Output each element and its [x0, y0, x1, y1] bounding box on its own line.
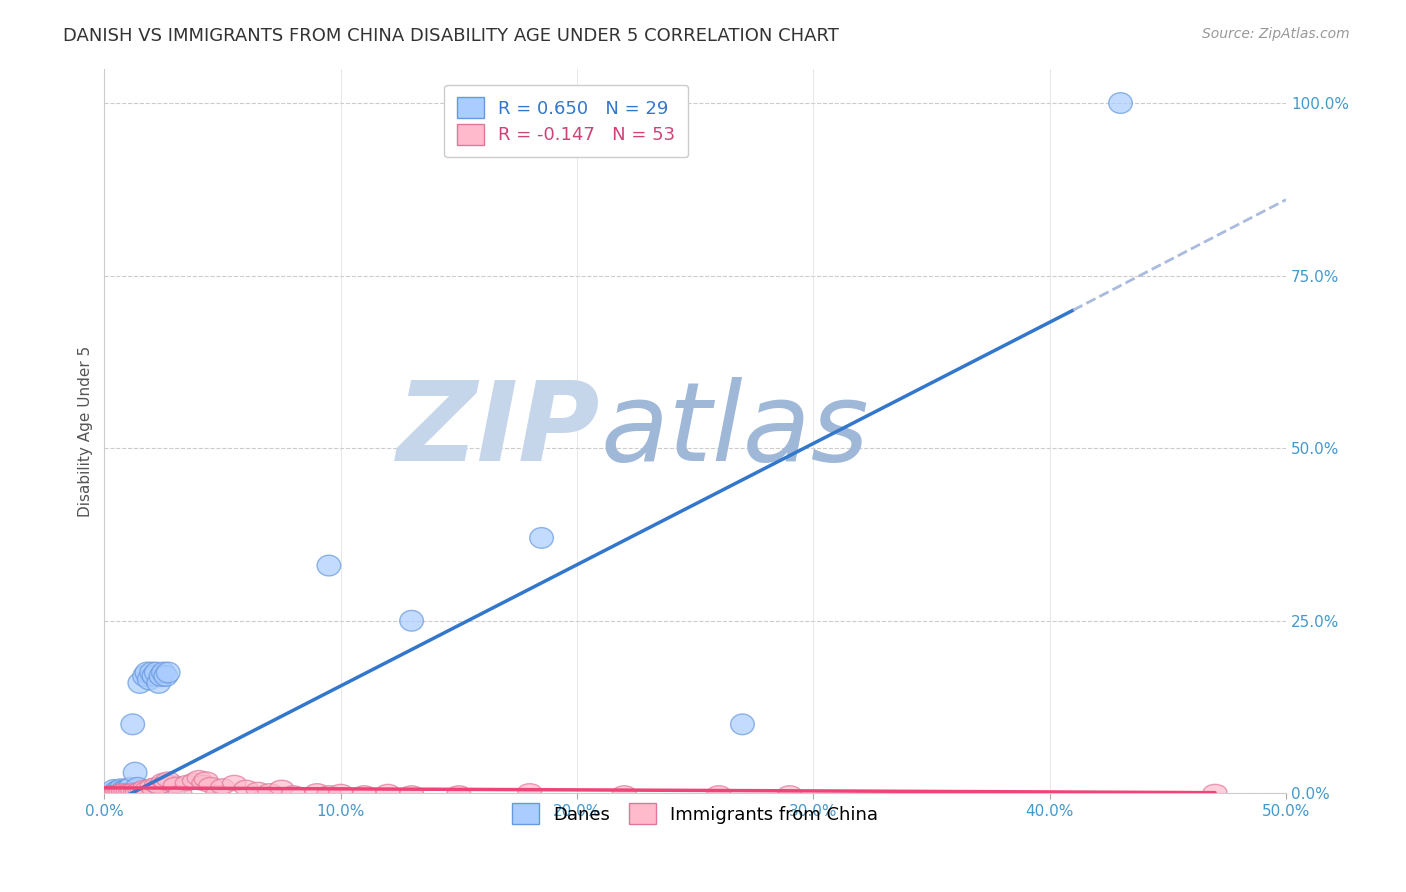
Ellipse shape [118, 778, 142, 798]
Ellipse shape [97, 786, 121, 801]
Ellipse shape [104, 780, 128, 802]
Ellipse shape [156, 662, 180, 683]
Ellipse shape [111, 780, 135, 801]
Ellipse shape [152, 662, 176, 683]
Ellipse shape [118, 785, 142, 800]
Ellipse shape [163, 776, 187, 797]
Ellipse shape [124, 786, 146, 801]
Ellipse shape [121, 784, 145, 799]
Ellipse shape [187, 771, 211, 786]
Ellipse shape [142, 782, 166, 797]
Ellipse shape [103, 780, 125, 800]
Text: DANISH VS IMMIGRANTS FROM CHINA DISABILITY AGE UNDER 5 CORRELATION CHART: DANISH VS IMMIGRANTS FROM CHINA DISABILI… [63, 27, 839, 45]
Ellipse shape [329, 784, 353, 799]
Ellipse shape [107, 780, 131, 801]
Ellipse shape [778, 786, 801, 801]
Ellipse shape [176, 775, 198, 790]
Ellipse shape [270, 780, 294, 796]
Ellipse shape [377, 784, 399, 799]
Ellipse shape [399, 786, 423, 801]
Ellipse shape [146, 673, 170, 693]
Text: Source: ZipAtlas.com: Source: ZipAtlas.com [1202, 27, 1350, 41]
Ellipse shape [246, 782, 270, 797]
Ellipse shape [103, 786, 125, 801]
Ellipse shape [132, 665, 156, 686]
Ellipse shape [235, 780, 257, 796]
Ellipse shape [117, 779, 139, 799]
Ellipse shape [169, 786, 191, 801]
Ellipse shape [222, 775, 246, 790]
Ellipse shape [145, 778, 169, 793]
Ellipse shape [125, 784, 149, 799]
Text: ZIP: ZIP [396, 377, 600, 484]
Ellipse shape [1204, 784, 1227, 799]
Ellipse shape [107, 786, 131, 801]
Ellipse shape [145, 662, 169, 683]
Ellipse shape [613, 786, 636, 801]
Ellipse shape [139, 779, 163, 794]
Ellipse shape [155, 665, 177, 686]
Ellipse shape [191, 775, 215, 790]
Ellipse shape [517, 784, 541, 799]
Ellipse shape [104, 786, 128, 801]
Ellipse shape [114, 784, 138, 799]
Ellipse shape [447, 786, 471, 801]
Ellipse shape [530, 527, 554, 549]
Ellipse shape [211, 779, 235, 794]
Ellipse shape [142, 665, 166, 686]
Ellipse shape [707, 786, 731, 801]
Ellipse shape [318, 555, 340, 576]
Ellipse shape [1109, 93, 1132, 113]
Ellipse shape [353, 786, 377, 801]
Ellipse shape [139, 662, 163, 683]
Ellipse shape [731, 714, 754, 735]
Ellipse shape [128, 782, 152, 797]
Ellipse shape [198, 778, 222, 793]
Ellipse shape [100, 786, 124, 801]
Text: atlas: atlas [600, 377, 869, 484]
Ellipse shape [156, 772, 180, 787]
Ellipse shape [135, 662, 159, 683]
Ellipse shape [124, 763, 146, 783]
Ellipse shape [132, 780, 156, 796]
Ellipse shape [146, 779, 170, 794]
Ellipse shape [152, 773, 176, 789]
Legend: Danes, Immigrants from China: Danes, Immigrants from China [502, 792, 889, 835]
Ellipse shape [121, 714, 145, 735]
Y-axis label: Disability Age Under 5: Disability Age Under 5 [79, 345, 93, 516]
Ellipse shape [281, 786, 305, 801]
Ellipse shape [110, 784, 132, 799]
Ellipse shape [104, 785, 128, 800]
Ellipse shape [207, 786, 229, 801]
Ellipse shape [183, 773, 207, 789]
Ellipse shape [135, 781, 159, 797]
Ellipse shape [399, 610, 423, 632]
Ellipse shape [131, 783, 155, 798]
Ellipse shape [155, 775, 177, 790]
Ellipse shape [110, 779, 132, 799]
Ellipse shape [125, 778, 149, 798]
Ellipse shape [257, 784, 281, 799]
Ellipse shape [128, 673, 152, 693]
Ellipse shape [194, 772, 218, 787]
Ellipse shape [318, 786, 340, 801]
Ellipse shape [305, 784, 329, 799]
Ellipse shape [114, 780, 138, 800]
Ellipse shape [138, 669, 162, 690]
Ellipse shape [117, 784, 139, 799]
Ellipse shape [111, 784, 135, 799]
Ellipse shape [163, 778, 187, 793]
Ellipse shape [149, 665, 173, 686]
